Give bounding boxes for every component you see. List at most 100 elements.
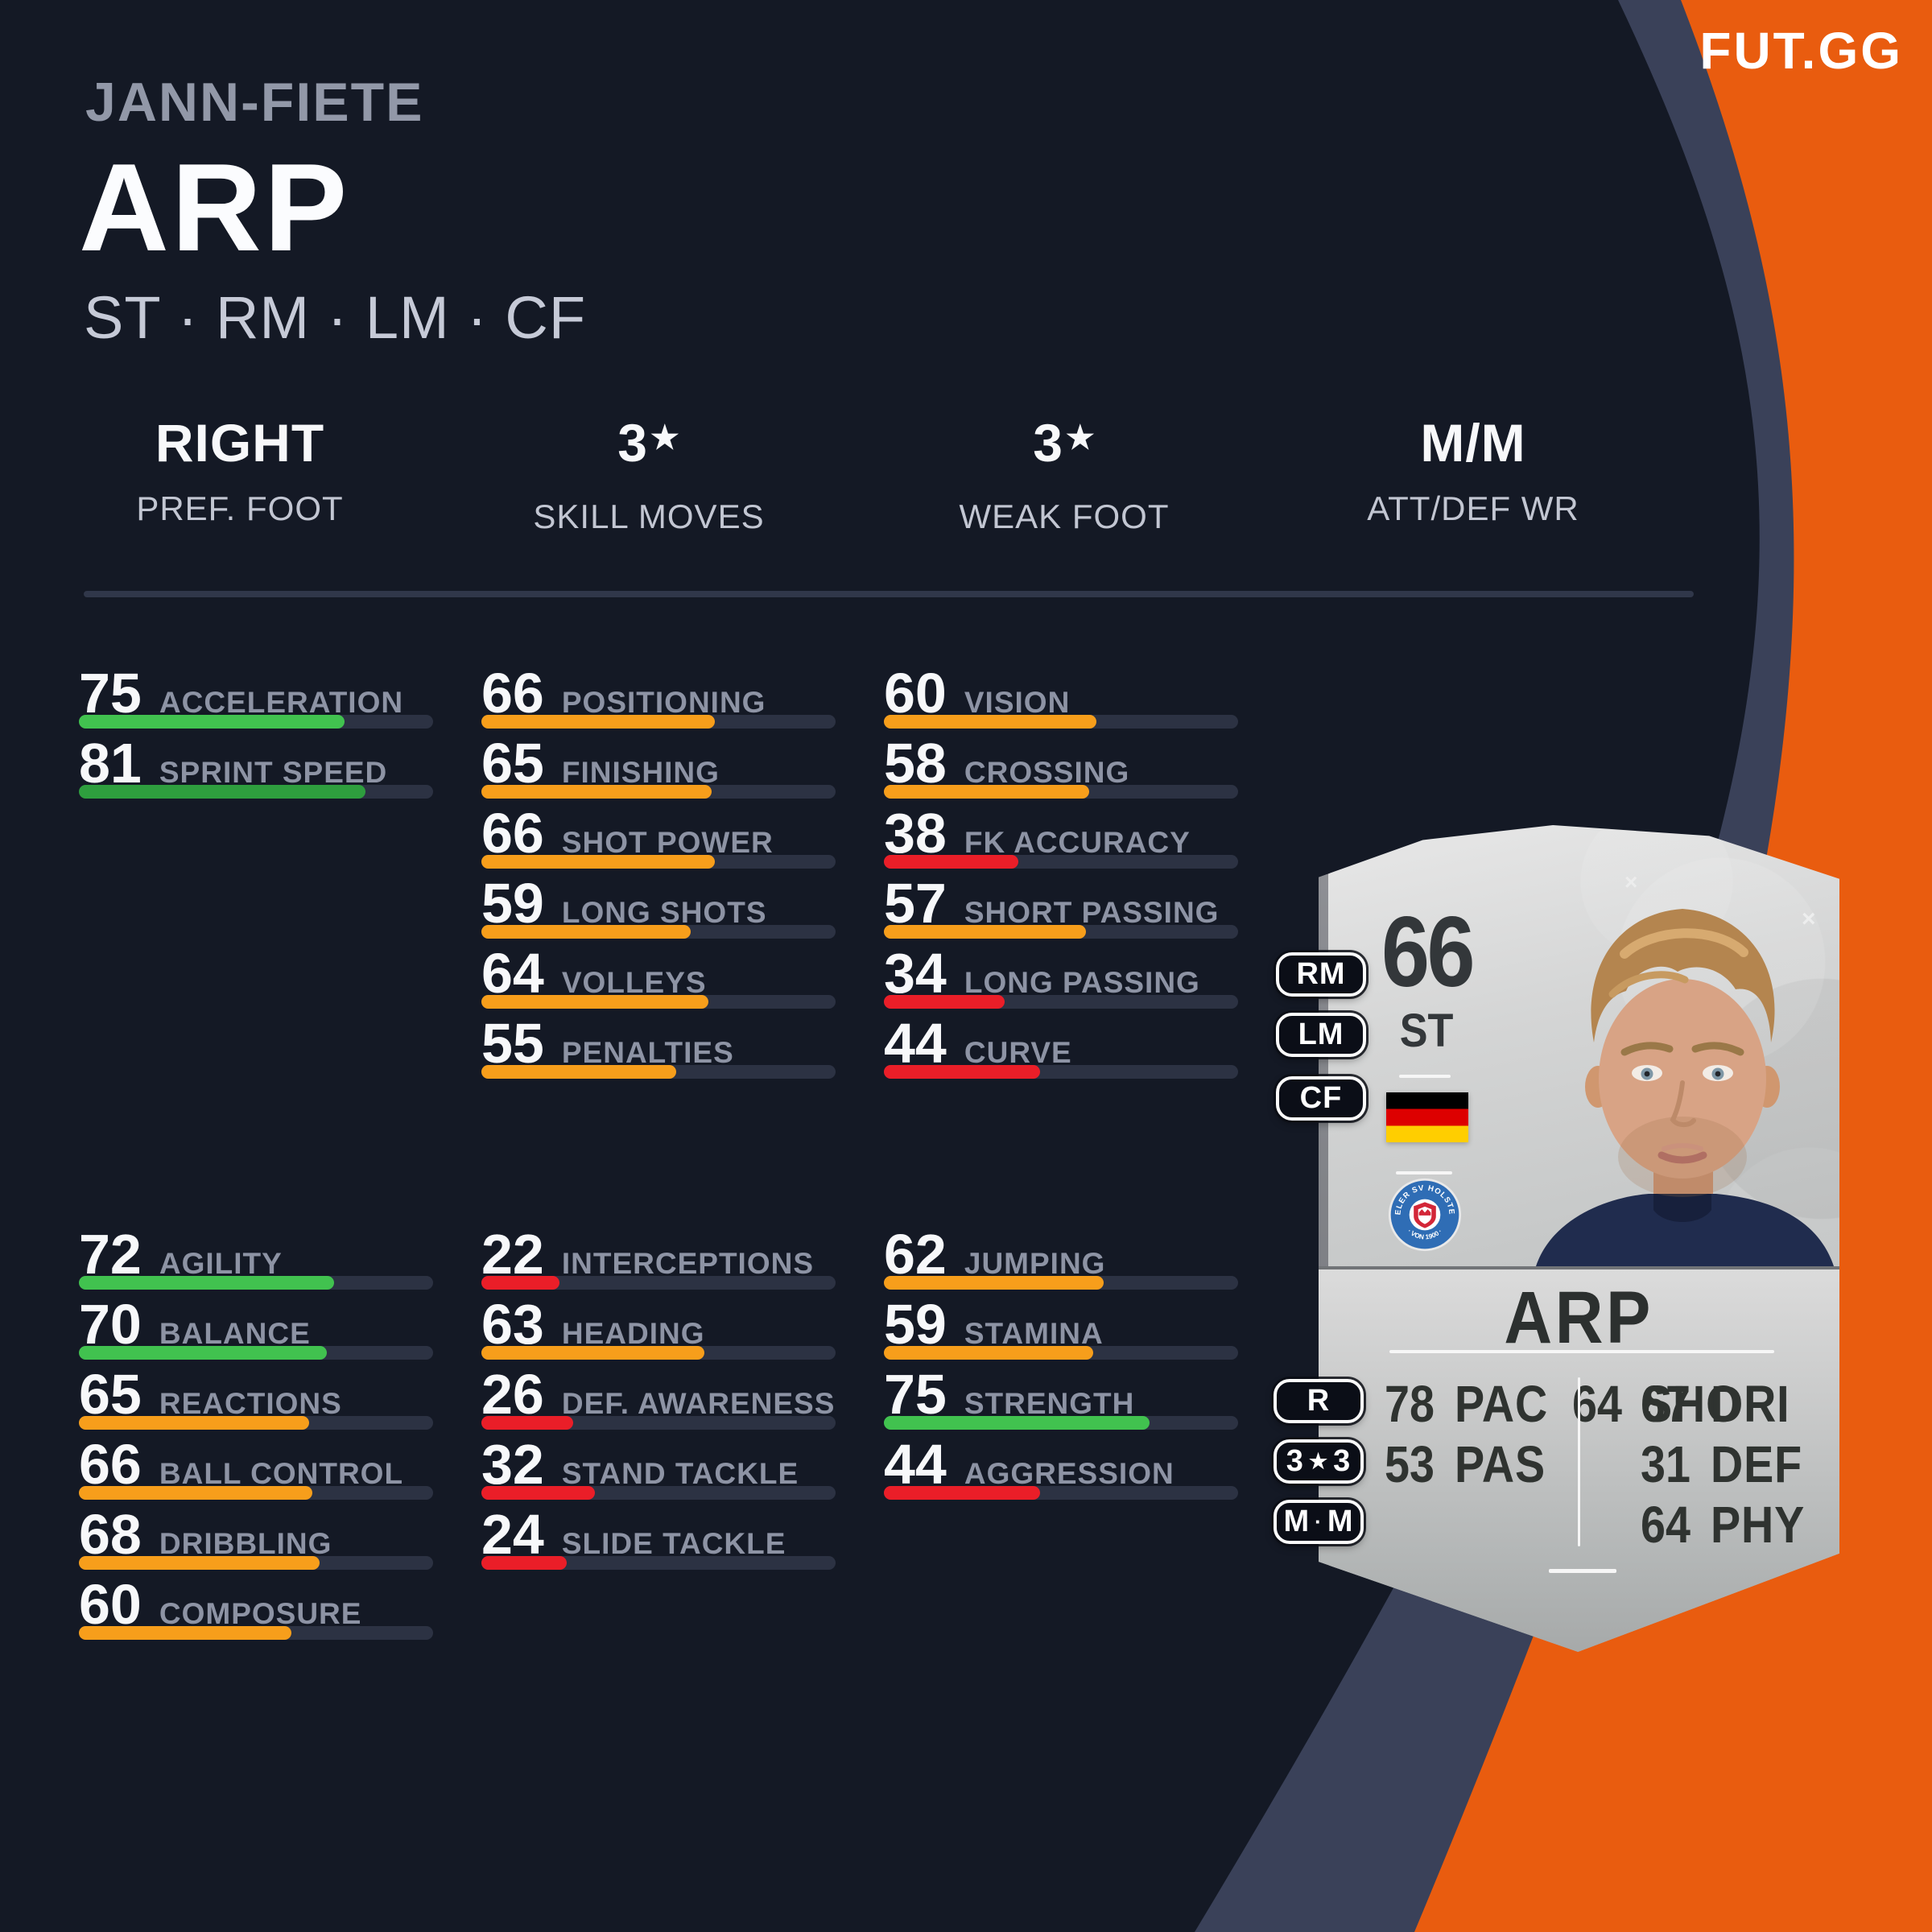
dot-icon: · bbox=[1315, 1509, 1323, 1534]
star-icon: ★ bbox=[650, 420, 680, 456]
stat-row: 55 PENALTIES bbox=[481, 1012, 852, 1090]
stat-group-physical: 62 JUMPING 59 STAMINA 75 STRENGTH 44 AGGRESSION bbox=[884, 1226, 1254, 1511]
stat-row: 81 SPRINT SPEED bbox=[79, 735, 449, 810]
stat-row: 60 VISION bbox=[884, 662, 1254, 740]
card-face-stat-label: PAC bbox=[1455, 1375, 1549, 1433]
stat-value: 60 bbox=[884, 662, 947, 724]
stat-line: 70 BALANCE bbox=[79, 1296, 449, 1352]
stat-label: STAND TACKLE bbox=[561, 1457, 799, 1490]
holstein-kiel-club-badge: KIELER SV HOLSTEIN · VON 1900 · bbox=[1388, 1178, 1462, 1252]
stat-line: 62 JUMPING bbox=[884, 1226, 1254, 1282]
stat-row: 66 SHOT POWER bbox=[481, 805, 852, 880]
stat-bar-fill bbox=[481, 925, 691, 939]
stat-row: 26 DEF. AWARENESS bbox=[481, 1366, 852, 1441]
stat-row: 65 FINISHING bbox=[481, 732, 852, 810]
stat-row: 65 REACTIONS bbox=[79, 1366, 449, 1441]
pref-foot-badge: R bbox=[1274, 1379, 1364, 1423]
stat-label: CURVE bbox=[964, 1036, 1072, 1069]
stat-value: 66 bbox=[481, 662, 544, 724]
stat-line: 24 SLIDE TACKLE bbox=[481, 1506, 852, 1563]
stat-line: 64 VOLLEYS bbox=[481, 942, 852, 1005]
stat-line: 65 FINISHING bbox=[481, 732, 852, 795]
stat-bar-track bbox=[481, 1486, 836, 1500]
stat-bar-fill bbox=[884, 1346, 1093, 1360]
stat-row: 72 AGILITY bbox=[79, 1226, 449, 1301]
stat-line: 26 DEF. AWARENESS bbox=[481, 1366, 852, 1422]
stat-label: STAMINA bbox=[964, 1317, 1104, 1350]
stat-label: FINISHING bbox=[561, 756, 720, 789]
stat-bar-fill bbox=[884, 1276, 1104, 1290]
stat-value: 65 bbox=[481, 732, 544, 795]
stat-value: 63 bbox=[481, 1293, 544, 1356]
stat-bar-track bbox=[79, 1556, 433, 1570]
stat-row: 32 STAND TACKLE bbox=[481, 1436, 852, 1511]
stat-bar-fill bbox=[79, 1276, 334, 1290]
stat-line: 66 SHOT POWER bbox=[481, 805, 852, 861]
card-face-stat-label: SHO bbox=[1642, 1375, 1742, 1433]
card-name-divider bbox=[1389, 1350, 1774, 1353]
stat-value: 58 bbox=[884, 732, 947, 795]
stat-label: POSITIONING bbox=[561, 686, 766, 719]
stat-label: SPRINT SPEED bbox=[159, 756, 388, 789]
stat-bar-track bbox=[79, 785, 433, 799]
stat-bar-fill bbox=[79, 785, 366, 799]
stat-bar-track bbox=[481, 1346, 836, 1360]
stat-line: 68 DRIBBLING bbox=[79, 1503, 449, 1566]
stat-row: 75 ACCELERATION bbox=[79, 662, 449, 740]
stat-bar-fill bbox=[884, 1416, 1150, 1430]
texture-x-icon: × bbox=[1624, 869, 1638, 894]
stat-line: 60 COMPOSURE bbox=[79, 1576, 449, 1633]
stat-bar-track bbox=[481, 1416, 836, 1430]
card-face-stat-value: 78 bbox=[1385, 1375, 1435, 1433]
card-face-stat: 64 SHO bbox=[1572, 1374, 1741, 1435]
stat-row: 34 LONG PASSING bbox=[884, 945, 1254, 1020]
stat-label: STRENGTH bbox=[964, 1387, 1135, 1420]
stat-bar-track bbox=[884, 1276, 1238, 1290]
stat-line: 32 STAND TACKLE bbox=[481, 1436, 852, 1492]
stat-group-passing: 60 VISION 58 CROSSING 38 FK ACCURACY 57 SHORT P… bbox=[884, 662, 1254, 1090]
stat-bar-fill bbox=[481, 855, 716, 869]
card-face-stat-value: 64 bbox=[1641, 1496, 1690, 1554]
stat-line: 66 BALL CONTROL bbox=[79, 1433, 449, 1496]
stat-bar-fill bbox=[481, 715, 716, 729]
stat-value: 75 bbox=[79, 662, 142, 724]
stat-label: VISION bbox=[964, 686, 1071, 719]
stat-row: 59 LONG SHOTS bbox=[481, 875, 852, 950]
stat-bar-track bbox=[884, 1065, 1238, 1079]
stat-bar-track bbox=[884, 855, 1238, 869]
player-first-name: JANN-FIETE bbox=[85, 72, 424, 133]
card-player-name: ARP bbox=[1504, 1277, 1654, 1359]
stat-value: 68 bbox=[79, 1503, 142, 1566]
stat-value: 55 bbox=[481, 1012, 544, 1075]
stat-value: 66 bbox=[79, 1433, 142, 1496]
info-col-att-def-wr: M/M ATT/DEF WR bbox=[1280, 414, 1666, 528]
card-divider-small bbox=[1396, 1171, 1452, 1174]
stat-line: 34 LONG PASSING bbox=[884, 945, 1254, 1001]
star-icon: ★ bbox=[1065, 420, 1096, 456]
stat-row: 64 VOLLEYS bbox=[481, 942, 852, 1020]
stat-value: 44 bbox=[884, 1012, 947, 1075]
stat-line: 60 VISION bbox=[884, 662, 1254, 724]
stat-bar-track bbox=[884, 1346, 1238, 1360]
stat-label: REACTIONS bbox=[159, 1387, 342, 1420]
stat-bar-track bbox=[884, 995, 1238, 1009]
stat-row: 68 DRIBBLING bbox=[79, 1503, 449, 1581]
stat-line: 44 CURVE bbox=[884, 1012, 1254, 1075]
card-face-stat-label: PHY bbox=[1711, 1496, 1806, 1554]
card-position: ST bbox=[1399, 1005, 1454, 1057]
stat-bar-track bbox=[481, 1065, 836, 1079]
stat-label: DEF. AWARENESS bbox=[561, 1387, 836, 1420]
stat-row: 24 SLIDE TACKLE bbox=[481, 1506, 852, 1581]
stat-label: SHOT POWER bbox=[561, 826, 774, 859]
stat-bar-track bbox=[79, 1276, 433, 1290]
stat-row: 60 COMPOSURE bbox=[79, 1576, 449, 1651]
stat-value: 64 bbox=[481, 942, 544, 1005]
stat-value: 38 bbox=[884, 802, 947, 865]
info-label: SKILL MOVES bbox=[533, 497, 765, 535]
card-face-stat-value: 64 bbox=[1572, 1375, 1623, 1433]
stat-bar-track bbox=[481, 785, 836, 799]
player-last-name: ARP bbox=[79, 138, 350, 277]
stat-bar-track bbox=[884, 925, 1238, 939]
skill-weak-badge: 3 ★ 3 bbox=[1274, 1439, 1364, 1484]
stat-line: 44 AGGRESSION bbox=[884, 1436, 1254, 1492]
